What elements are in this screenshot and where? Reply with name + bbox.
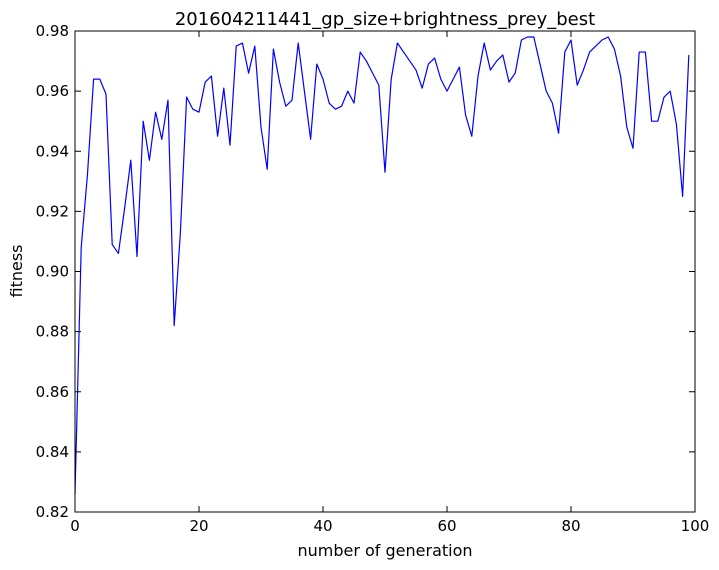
x-tick-label: 40: [313, 517, 332, 535]
x-tick-label: 60: [437, 517, 456, 535]
y-tick-label: 0.86: [36, 383, 69, 401]
x-tick-label: 80: [561, 517, 580, 535]
y-tick-label: 0.84: [36, 443, 69, 461]
y-tick-label: 0.82: [36, 503, 69, 521]
x-axis-label: number of generation: [297, 541, 472, 560]
y-axis-label: fitness: [7, 244, 26, 297]
ticks-layer: 0 20 40 60 80 100 0.82 0.84 0.86 0.88 0.90 0.92 0.94…: [36, 22, 710, 535]
y-tick-label: 0.88: [36, 323, 69, 341]
series-layer: [74, 36, 690, 494]
x-tick-label: 100: [681, 517, 710, 535]
chart-title: 201604211441_gp_size+brightness_prey_bes…: [175, 9, 595, 30]
x-tick-label: 20: [189, 517, 208, 535]
y-tick-label: 0.96: [36, 82, 69, 100]
y-tick-label: 0.98: [36, 22, 69, 40]
y-tick-label: 0.90: [36, 263, 69, 281]
y-tick-label: 0.94: [36, 142, 69, 160]
series-line: [74, 36, 690, 494]
x-tick-label: 0: [70, 517, 80, 535]
y-tick-label: 0.92: [36, 202, 69, 220]
